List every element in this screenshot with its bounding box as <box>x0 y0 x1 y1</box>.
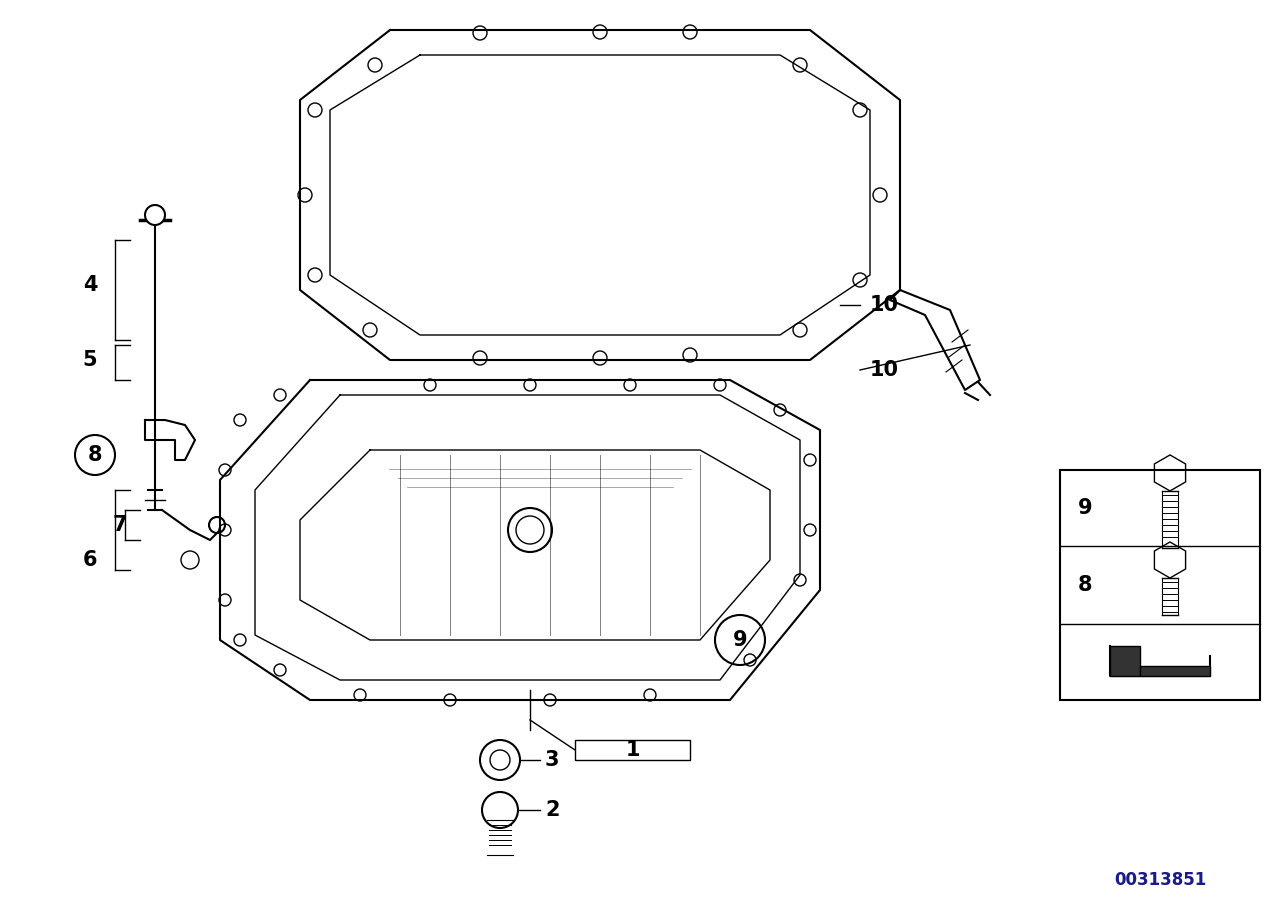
Text: 10: 10 <box>870 295 900 315</box>
Circle shape <box>145 205 165 225</box>
Bar <box>1109 646 1140 676</box>
Text: 3: 3 <box>544 750 560 770</box>
Text: 00313851: 00313851 <box>1113 871 1206 889</box>
Bar <box>575 740 690 760</box>
Bar <box>1140 666 1210 676</box>
Text: 7: 7 <box>113 515 127 535</box>
Text: 2: 2 <box>544 800 560 820</box>
Text: 5: 5 <box>82 350 98 370</box>
Text: 8: 8 <box>88 445 102 465</box>
Text: 8: 8 <box>1077 575 1093 595</box>
Text: 9: 9 <box>1077 498 1093 518</box>
Text: 1: 1 <box>625 740 640 760</box>
Text: 4: 4 <box>82 275 98 295</box>
Bar <box>1060 470 1260 700</box>
Text: 9: 9 <box>732 630 748 650</box>
Text: 6: 6 <box>82 550 98 570</box>
Text: 10: 10 <box>870 360 900 380</box>
